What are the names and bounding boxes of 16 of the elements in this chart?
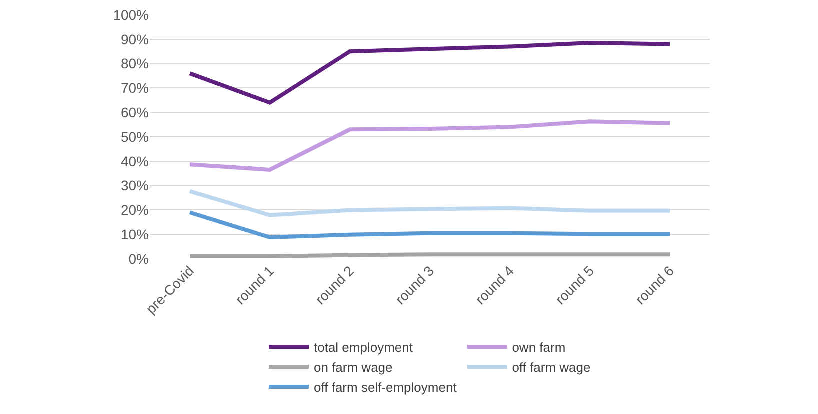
y-tick-label: 40%	[120, 153, 149, 170]
legend-label: off farm self-employment	[314, 380, 458, 396]
y-tick-label: 10%	[120, 226, 149, 242]
legend-label: on farm wage	[314, 360, 393, 376]
y-tick-label: 70%	[120, 80, 149, 96]
y-tick-label: 0%	[128, 250, 149, 267]
legend-label: own farm	[512, 340, 566, 356]
y-tick-label: 60%	[120, 104, 149, 120]
y-tick-label: 20%	[120, 202, 149, 218]
legend-label: off farm wage	[512, 360, 591, 376]
y-tick-label: 90%	[120, 31, 149, 48]
y-tick-label: 100%	[113, 6, 149, 23]
y-tick-label: 50%	[120, 128, 149, 145]
y-tick-label: 80%	[120, 56, 149, 72]
y-tick-label: 30%	[120, 178, 149, 194]
legend-label: total employment	[314, 340, 414, 356]
